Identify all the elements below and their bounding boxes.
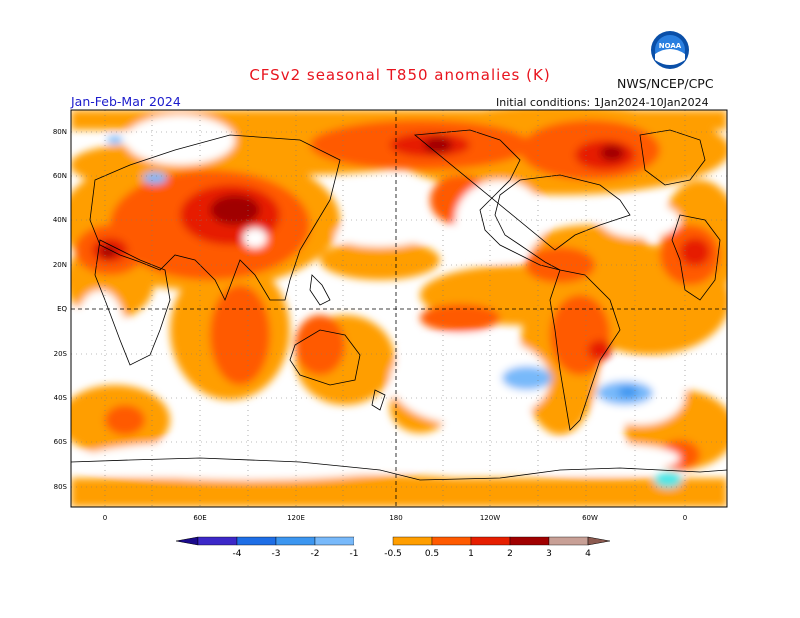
colorbar-label: -1 (350, 549, 359, 559)
lat-label: 40N (53, 216, 67, 224)
colorbar-label: -0.5 (384, 549, 402, 559)
lon-label: 120E (287, 514, 305, 522)
colorbar-swatch (548, 536, 589, 546)
lon-labels: 0 60E 120E 180 120W 60W 0 (103, 514, 687, 522)
lon-label: 0 (683, 514, 687, 522)
colorbar-arrow-low (175, 536, 199, 546)
map-frame (70, 109, 728, 508)
lat-label: 40S (54, 394, 68, 402)
coastlines (71, 129, 727, 481)
map-grid (71, 110, 727, 507)
anomaly-field (71, 110, 727, 507)
anomaly-dark-red-regions (100, 137, 624, 258)
lat-label: 60S (54, 438, 68, 446)
lat-label: EQ (57, 305, 67, 313)
agency-label: NWS/NCEP/CPC (617, 76, 714, 91)
map-title: CFSv2 seasonal T850 anomalies (K) (249, 66, 551, 84)
colorbar-label: 2 (507, 549, 513, 559)
colorbar-swatch (431, 536, 472, 546)
colorbar-swatch (509, 536, 550, 546)
lat-label: 60N (53, 172, 67, 180)
noaa-logo-icon: NOAA (651, 31, 689, 69)
colorbar-label: 1 (468, 549, 474, 559)
colorbar-swatch (470, 536, 511, 546)
colorbar-swatch (275, 536, 316, 546)
colorbar-label: -2 (311, 549, 320, 559)
lat-label: 80N (53, 128, 67, 136)
forecast-period: Jan-Feb-Mar 2024 (71, 94, 181, 109)
initial-conditions: Initial conditions: 1Jan2024-10Jan2024 (496, 96, 709, 109)
colorbar-label: -3 (272, 549, 281, 559)
logo-text: NOAA (659, 42, 682, 50)
lon-label: 0 (103, 514, 107, 522)
lat-label: 20N (53, 261, 67, 269)
colorbar-label: 3 (546, 549, 552, 559)
colorbar-swatch (392, 536, 433, 546)
colorbar-swatch (314, 536, 355, 546)
lat-label: 80S (54, 483, 68, 491)
colorbar-label: 4 (585, 549, 591, 559)
lat-labels: 80N 60N 40N 20N EQ 20S 40S 60S 80S (53, 128, 68, 491)
colorbar: -4 -3 -2 -1 -0.5 0.5 1 2 3 4 (175, 536, 611, 559)
colorbar-label: -4 (233, 549, 242, 559)
colorbar-swatch (197, 536, 238, 546)
colorbar-arrow-high (587, 536, 611, 546)
colorbar-label: 0.5 (425, 549, 439, 559)
lat-label: 20S (54, 350, 68, 358)
colorbar-swatch (236, 536, 277, 546)
colorbar-swatch (354, 537, 393, 545)
lon-label: 120W (480, 514, 500, 522)
lon-label: 180 (389, 514, 402, 522)
lon-label: 60W (582, 514, 598, 522)
lon-label: 60E (193, 514, 206, 522)
